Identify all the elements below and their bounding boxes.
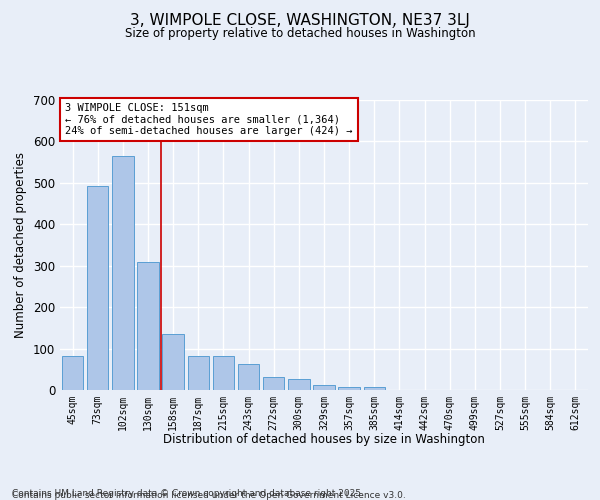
Bar xyxy=(137,262,158,390)
Text: Size of property relative to detached houses in Washington: Size of property relative to detached ho… xyxy=(125,28,475,40)
Bar xyxy=(62,356,83,390)
Text: 3, WIMPOLE CLOSE, WASHINGTON, NE37 3LJ: 3, WIMPOLE CLOSE, WASHINGTON, NE37 3LJ xyxy=(130,12,470,28)
Bar xyxy=(288,379,310,390)
Bar xyxy=(213,356,234,390)
Bar xyxy=(263,376,284,390)
Bar xyxy=(188,356,209,390)
Bar xyxy=(313,384,335,390)
Y-axis label: Number of detached properties: Number of detached properties xyxy=(14,152,28,338)
Bar xyxy=(364,386,385,390)
Bar xyxy=(238,364,259,390)
Text: Contains public sector information licensed under the Open Government Licence v3: Contains public sector information licen… xyxy=(12,491,406,500)
Text: Distribution of detached houses by size in Washington: Distribution of detached houses by size … xyxy=(163,432,485,446)
Bar xyxy=(163,334,184,390)
Bar xyxy=(87,186,109,390)
Bar xyxy=(112,156,134,390)
Text: Contains HM Land Registry data © Crown copyright and database right 2025.: Contains HM Land Registry data © Crown c… xyxy=(12,488,364,498)
Text: 3 WIMPOLE CLOSE: 151sqm
← 76% of detached houses are smaller (1,364)
24% of semi: 3 WIMPOLE CLOSE: 151sqm ← 76% of detache… xyxy=(65,103,353,136)
Bar xyxy=(338,386,360,390)
